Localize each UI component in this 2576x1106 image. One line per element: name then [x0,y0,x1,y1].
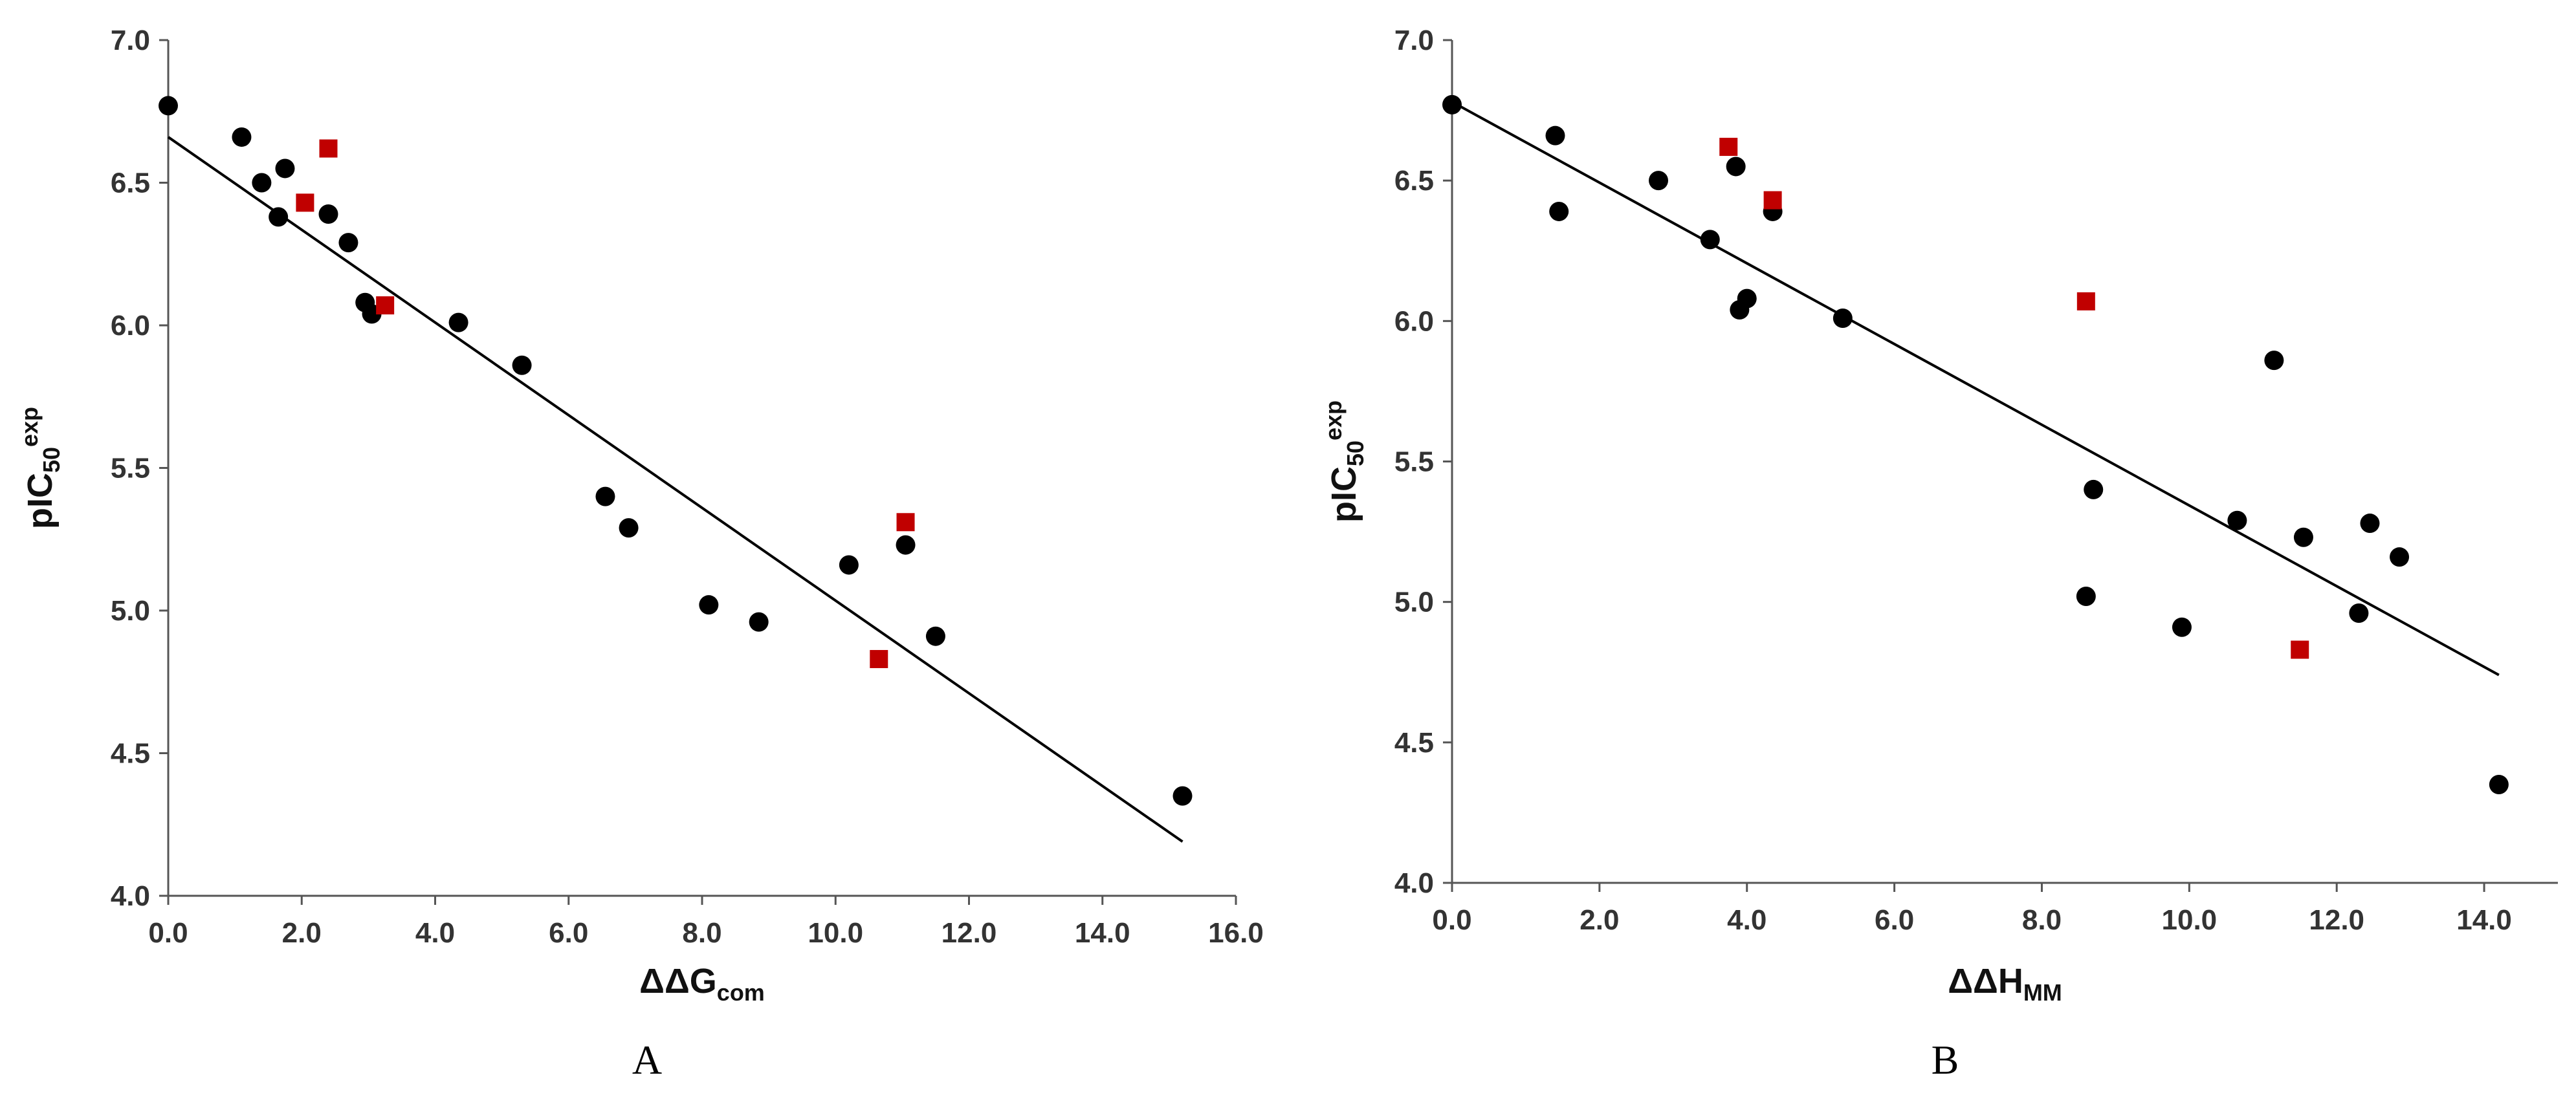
data-point [2293,527,2313,547]
x-tick-label: 14.0 [2456,904,2512,936]
data-point [2227,510,2247,530]
x-tick-label: 14.0 [1075,917,1130,949]
data-point [1737,288,1757,309]
data-point-square [376,296,395,315]
x-tick-label: 2.0 [1580,904,1619,936]
y-tick-label: 7.0 [111,25,150,56]
y-axis-label: pIC50exp [16,407,65,529]
chart-panel-a: 4.0 4.5 5.0 5.5 6.0 6.5 7.0 0.0 2.0 4.0 6.0 8.0 10.0… [16,25,1264,1083]
y-tick-label: 6.5 [111,168,150,199]
data-point [1726,157,1746,177]
x-tick-label: 0.0 [148,917,188,949]
y-axis-label: pIC50exp [1320,400,1369,523]
data-point [159,96,178,116]
x-tick-label: 10.0 [808,917,863,949]
data-point [699,595,719,615]
trendline [1451,100,2500,677]
x-tick-label: 4.0 [415,917,455,949]
data-point-square [1763,191,1782,210]
data-point [269,207,289,227]
x-tick-label: 10.0 [2162,904,2218,936]
data-point [1833,308,1853,328]
data-point [318,204,338,224]
x-tick-label: 6.0 [549,917,588,949]
x-axis-label: ΔΔHMM [1948,962,2062,1006]
y-tick-label: 4.5 [111,738,150,770]
data-point [1172,786,1193,806]
data-point-square [296,193,314,212]
data-point [2084,479,2104,499]
data-point [275,158,295,179]
y-tick-label: 5.5 [1394,446,1434,478]
x-tick-label: 8.0 [682,917,721,949]
data-point [896,535,916,555]
data-point-square [870,649,888,668]
data-point [595,486,615,506]
y-tick-label: 5.5 [111,453,150,484]
data-point-square [896,513,915,532]
data-point [1545,125,1565,146]
x-tick-label: 8.0 [2022,904,2062,936]
panel-label: A [632,1037,662,1083]
data-point-square [319,139,338,158]
data-point [2349,603,2369,623]
data-point [619,518,639,538]
data-point [839,555,859,575]
y-tick-label: 4.0 [111,880,150,912]
data-point [1700,230,1720,250]
data-point [925,626,945,646]
data-point-square [2291,640,2309,659]
data-point [1549,201,1569,221]
data-point-square [1719,138,1738,157]
data-point [749,612,769,632]
x-tick-label: 4.0 [1727,904,1767,936]
x-tick-label: 12.0 [2309,904,2364,936]
data-point [2390,547,2410,567]
data-point [2489,774,2509,794]
data-point [2076,586,2096,606]
x-tick-label: 6.0 [1875,904,1914,936]
x-tick-label: 16.0 [1208,917,1264,949]
data-point [2172,617,2192,637]
y-tick-label: 7.0 [1394,25,1434,56]
data-point [512,355,532,375]
data-point [252,173,272,193]
y-tick-label: 4.0 [1394,867,1434,899]
y-tick-label: 5.0 [111,595,150,627]
data-point-square [2076,292,2095,310]
data-point [2264,351,2284,371]
y-tick-label: 4.5 [1394,727,1434,759]
x-axis-label: ΔΔGcom [639,962,765,1006]
data-point [2360,514,2380,534]
chart-panel-b: 4.0 4.5 5.0 5.5 6.0 6.5 7.0 0.0 2.0 4.0 6.0 8.0 10.0… [1320,25,2558,1083]
y-tick-label: 6.0 [1394,305,1434,337]
y-tick-label: 5.0 [1394,587,1434,618]
x-tick-label: 2.0 [282,917,322,949]
panel-label: B [1932,1037,1959,1083]
data-point [338,233,358,253]
y-tick-label: 6.0 [111,310,150,342]
data-point [448,312,468,332]
x-tick-label: 0.0 [1432,904,1471,936]
data-point [1442,94,1462,114]
data-point [1649,171,1669,191]
x-tick-label: 12.0 [941,917,997,949]
y-tick-label: 6.5 [1394,165,1434,197]
trendline [167,136,1183,843]
data-point [232,127,252,147]
